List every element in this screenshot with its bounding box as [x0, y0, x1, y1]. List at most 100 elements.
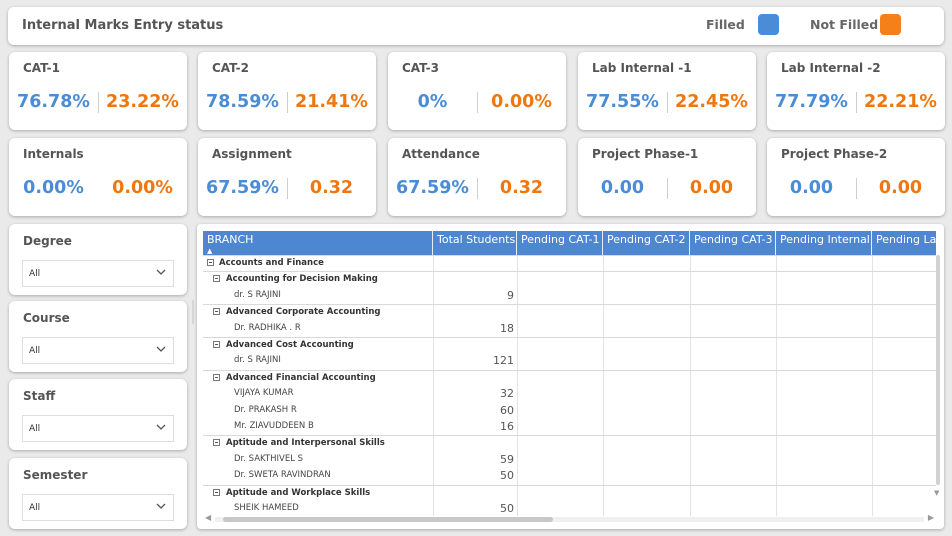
table-grid: BRANCH Total Students Pending CAT-1 Pending… [203, 231, 936, 516]
kpi-filled-value: 67.59% [396, 178, 469, 198]
kpi-not-filled-value: 0.32 [499, 178, 544, 198]
staff-label: dr. S RAJINI [234, 289, 281, 300]
slicer-title: Semester [23, 468, 88, 482]
slicer-selected-value: All [29, 269, 41, 279]
staff-label: Dr. SAKTHIVEL S [234, 453, 304, 464]
kpi-divider [667, 178, 668, 199]
kpi-not-filled-value: 21.41% [295, 92, 368, 112]
kpi-divider [856, 178, 857, 199]
legend-not-filled-label: Not Filled [810, 17, 879, 32]
staff-label: Dr. PRAKASH R [234, 404, 297, 415]
kpi-not-filled-value: 0.00 [878, 178, 923, 198]
legend-filled-swatch [758, 14, 779, 35]
table-row[interactable]: Advanced Financial Accounting [203, 369, 936, 386]
chevron-down-icon[interactable] [155, 421, 167, 433]
table-row[interactable]: Advanced Corporate Accounting [203, 304, 936, 320]
scroll-left-arrow-icon[interactable]: ◀ [205, 513, 212, 522]
horizontal-scroll-thumb[interactable] [223, 517, 553, 522]
grid-line [872, 255, 873, 516]
collapse-icon[interactable] [213, 308, 220, 316]
slicer-title: Degree [23, 234, 72, 248]
table-row[interactable]: Advanced Cost Accounting [203, 337, 936, 353]
column-header[interactable]: Pending CAT-1 [517, 231, 603, 255]
kpi-filled-value: 78.59% [206, 92, 279, 112]
slicer-dropdown[interactable]: All [22, 415, 174, 442]
kpi-title: Assignment [212, 147, 292, 161]
collapse-icon[interactable] [213, 341, 220, 348]
grid-line [603, 255, 604, 516]
kpi-filled-value: 77.55% [586, 92, 659, 112]
kpi-not-filled-value: 0.32 [309, 178, 354, 198]
horizontal-scrollbar[interactable]: ◀ ▶ [203, 513, 936, 524]
kpi-filled-value: 77.79% [775, 92, 848, 112]
kpi-title: CAT-1 [23, 61, 60, 75]
chevron-down-icon[interactable] [155, 343, 167, 355]
table-row[interactable]: Accounts and Finance [203, 255, 936, 271]
table-row[interactable]: dr. S RAJINI 9 [203, 288, 936, 304]
kpi-not-filled-value: 0.00% [112, 178, 173, 198]
collapse-icon[interactable] [213, 439, 220, 447]
kpi-card: Attendance 67.59% 0.32 [388, 138, 566, 216]
total-students-value: 60 [500, 403, 514, 417]
course-label: Aptitude and Interpersonal Skills [226, 438, 385, 449]
column-header[interactable]: Pending CAT-2 [603, 231, 690, 255]
table-row[interactable]: Dr. RADHIKA . R 18 [203, 321, 936, 337]
column-header[interactable]: BRANCH [203, 231, 433, 255]
course-label: Advanced Financial Accounting [226, 372, 376, 383]
kpi-divider [98, 92, 99, 113]
column-header[interactable]: Pending La [872, 231, 936, 255]
scroll-down-arrow-icon[interactable]: ▼ [934, 489, 940, 497]
collapse-icon[interactable] [213, 373, 220, 381]
column-header[interactable]: Total Students [433, 231, 517, 255]
table-row[interactable]: Accounting for Decision Making [203, 271, 936, 287]
kpi-card: Project Phase-2 0.00 0.00 [767, 138, 945, 216]
table-row[interactable]: VIJAYA KUMAR 32 [203, 386, 936, 402]
table-row[interactable]: Dr. PRAKASH R 60 [203, 403, 936, 419]
slicer-dropdown[interactable]: All [22, 260, 174, 287]
collapse-icon[interactable] [213, 488, 220, 496]
staff-label: SHEIK HAMEED [234, 503, 299, 513]
table-row[interactable]: Dr. SAKTHIVEL S 59 [203, 452, 936, 468]
table-row[interactable]: Aptitude and Workplace Skills [203, 484, 936, 501]
kpi-card: Lab Internal -1 77.55% 22.45% [578, 52, 756, 130]
slicer-course: Course All [9, 301, 187, 372]
kpi-card: Assignment 67.59% 0.32 [198, 138, 376, 216]
vertical-scroll-thumb[interactable] [936, 255, 940, 485]
legend-filled-label: Filled [706, 17, 745, 32]
kpi-divider [477, 178, 478, 199]
panel-divider [192, 300, 194, 324]
collapse-icon[interactable] [213, 275, 220, 283]
kpi-not-filled-value: 22.21% [864, 92, 937, 112]
staff-label: VIJAYA KUMAR [234, 388, 294, 399]
table-row[interactable]: Dr. SWETA RAVINDRAN 50 [203, 468, 936, 484]
chevron-down-icon[interactable] [155, 500, 167, 512]
kpi-not-filled-value: 0.00% [491, 92, 552, 112]
course-label: Aptitude and Workplace Skills [226, 487, 371, 498]
vertical-scrollbar[interactable]: ▼ [934, 255, 942, 513]
table-row[interactable]: dr. S RAJINI 121 [203, 353, 936, 369]
table-row[interactable]: Mr. ZIAVUDDEEN B 16 [203, 419, 936, 435]
chevron-down-icon[interactable] [155, 266, 167, 278]
scroll-right-arrow-icon[interactable]: ▶ [927, 513, 934, 522]
kpi-title: CAT-2 [212, 61, 249, 75]
sort-ascending-icon[interactable]: ▲ [207, 247, 213, 255]
table-row[interactable]: Aptitude and Interpersonal Skills [203, 435, 936, 451]
table-header-row: BRANCH Total Students Pending CAT-1 Pending… [203, 231, 936, 255]
slicer-dropdown[interactable]: All [22, 337, 174, 364]
kpi-title: Lab Internal -1 [592, 61, 692, 75]
slicer-dropdown[interactable]: All [22, 494, 174, 521]
kpi-not-filled-value: 0.00 [689, 178, 734, 198]
kpi-card: Lab Internal -2 77.79% 22.21% [767, 52, 945, 130]
staff-label: Dr. RADHIKA . R [234, 322, 301, 333]
column-header[interactable]: Pending Internal [776, 231, 872, 255]
column-header[interactable]: Pending CAT-3 [690, 231, 776, 255]
staff-label: dr. S RAJINI [234, 355, 281, 366]
kpi-title: CAT-3 [402, 61, 439, 75]
kpi-filled-value: 0% [417, 92, 448, 112]
collapse-icon[interactable] [207, 259, 214, 266]
total-students-value: 59 [500, 452, 514, 466]
slicer-title: Course [23, 311, 70, 325]
total-students-value: 32 [500, 387, 514, 401]
table-row[interactable]: SHEIK HAMEED 50 [203, 501, 936, 516]
horizontal-scroll-track[interactable] [215, 517, 924, 522]
